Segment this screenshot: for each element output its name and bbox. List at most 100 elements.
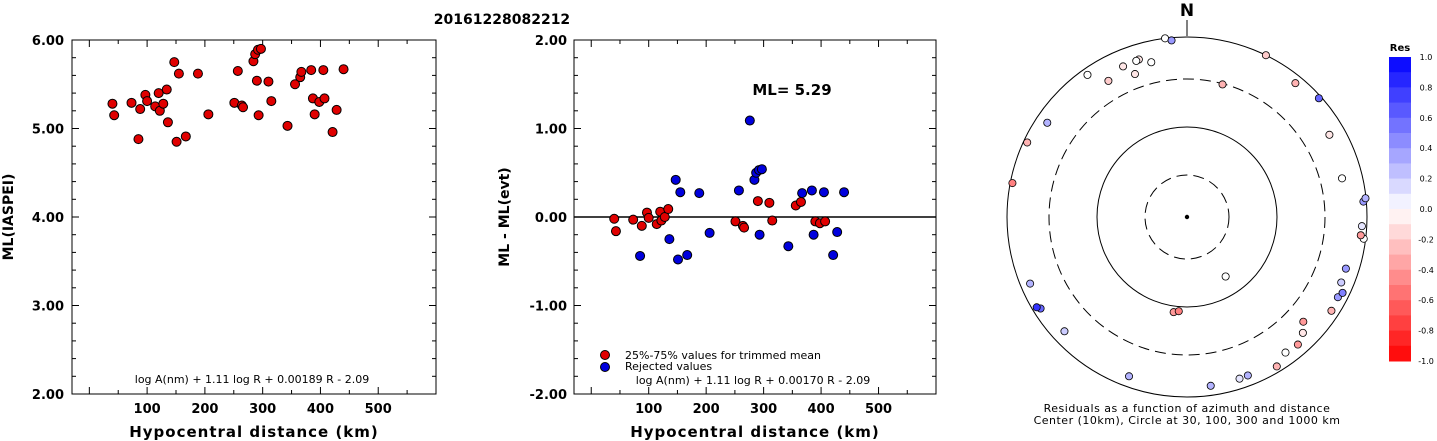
colorbar-block xyxy=(1389,178,1411,195)
station-point xyxy=(1356,231,1365,240)
y-tick-label: 4.00 xyxy=(32,211,64,226)
data-point xyxy=(171,136,182,147)
legend-label-trimmed: 25%-75% values for trimmed mean xyxy=(625,349,821,362)
colorbar-tick-label: 0.6 xyxy=(1420,114,1433,123)
data-point xyxy=(296,66,307,77)
ml-annotation: ML= 5.29 xyxy=(752,81,831,99)
station-point xyxy=(1043,118,1052,127)
residual-point xyxy=(675,187,686,198)
colorbar-block xyxy=(1389,315,1411,332)
magnitude-y-ticks: 2.00 3.00 4.00 5.00 6.00 xyxy=(32,34,436,403)
y-tick-label: 6.00 xyxy=(32,34,64,49)
data-point xyxy=(327,127,338,138)
x-tick-label: 500 xyxy=(365,402,392,417)
colorbar-tick-label: 0.4 xyxy=(1420,144,1433,153)
data-point xyxy=(309,109,320,120)
colorbar-blocks xyxy=(1389,57,1411,362)
ring-300km xyxy=(1048,78,1326,356)
station-point xyxy=(1218,80,1227,89)
colorbar-title: Res xyxy=(1390,43,1410,54)
station-point xyxy=(1325,130,1334,139)
colorbar-block xyxy=(1389,300,1411,316)
colorbar-tick-label: -1.0 xyxy=(1418,357,1434,366)
residual-point xyxy=(808,229,819,240)
station-point xyxy=(1272,362,1281,371)
colorbar-block xyxy=(1389,345,1411,362)
station-point xyxy=(1147,58,1156,67)
colorbar-block xyxy=(1389,87,1411,104)
station-point xyxy=(1174,307,1183,316)
residual-point xyxy=(806,185,817,196)
y-tick-label: 3.00 xyxy=(32,300,64,315)
station-point xyxy=(1357,222,1366,231)
residual-point xyxy=(609,213,620,224)
colorbar-block xyxy=(1389,117,1411,134)
data-point xyxy=(153,88,164,99)
residual-point xyxy=(670,174,681,185)
station-point xyxy=(1130,70,1139,79)
ring-1000km xyxy=(1006,36,1368,398)
residual-y-axis-label: ML - ML(evt) xyxy=(497,167,513,266)
colorbar-tick-label: -0.8 xyxy=(1418,327,1434,336)
residual-point xyxy=(839,187,850,198)
station-point xyxy=(1060,327,1069,336)
legend-label-rejected: Rejected values xyxy=(625,360,712,373)
residual-point xyxy=(832,227,843,238)
station-point xyxy=(1132,56,1141,65)
residual-point xyxy=(636,220,647,231)
station-point xyxy=(1281,348,1290,357)
y-tick-label: 0.00 xyxy=(535,211,567,226)
residual-point xyxy=(752,196,763,207)
residual-point xyxy=(820,216,831,227)
station-point xyxy=(1293,340,1302,349)
station-point xyxy=(1341,264,1350,273)
x-tick-label: 100 xyxy=(635,402,662,417)
y-tick-label: 2.00 xyxy=(32,388,64,403)
data-point xyxy=(238,102,249,113)
colorbar-block xyxy=(1389,57,1411,73)
colorbar-block xyxy=(1389,133,1411,149)
data-point xyxy=(338,64,349,75)
data-point xyxy=(158,98,169,109)
magnitude-x-axis-label: Hypocentral distance (km) xyxy=(129,423,379,441)
colorbar-block xyxy=(1389,163,1411,180)
residual-y-ticks: -2.00 -1.00 0.00 1.00 2.00 xyxy=(530,34,936,403)
x-tick-label: 200 xyxy=(693,402,720,417)
legend-marker-trimmed xyxy=(600,350,610,360)
residual-point xyxy=(783,241,794,252)
magnitude-plot-frame xyxy=(71,39,437,395)
colorbar-tick-label: 0.8 xyxy=(1420,83,1433,92)
event-title: 20161228082212 xyxy=(434,12,570,28)
residual-point xyxy=(818,187,829,198)
residual-formula: log A(nm) + 1.11 log R + 0.00170 R - 2.0… xyxy=(636,374,870,387)
data-point xyxy=(263,76,274,87)
station-point xyxy=(1243,371,1252,380)
residual-x-axis-label: Hypocentral distance (km) xyxy=(630,423,880,441)
data-point xyxy=(282,120,293,131)
station-point xyxy=(1299,317,1308,326)
colorbar-block xyxy=(1389,193,1411,210)
residual-panel: -2.00 -1.00 0.00 1.00 2.00 100 200 300 400 500 H… xyxy=(497,34,937,441)
station-point xyxy=(1083,70,1092,79)
data-point xyxy=(162,117,173,128)
station-point xyxy=(1125,372,1134,381)
residual-point xyxy=(704,227,715,238)
y-tick-label: -2.00 xyxy=(530,388,567,403)
ring-100km xyxy=(1096,126,1278,308)
residual-point xyxy=(767,215,778,226)
data-point xyxy=(133,134,144,145)
x-tick-label: 400 xyxy=(307,402,334,417)
station-point xyxy=(1032,303,1041,312)
station-point xyxy=(1023,138,1032,147)
residual-point xyxy=(756,164,767,175)
residual-point xyxy=(610,226,621,237)
legend-marker-rejected xyxy=(600,362,610,372)
station-point xyxy=(1104,76,1113,85)
station-point xyxy=(1327,306,1336,315)
colorbar-ticks: 1.0 0.8 0.6 0.4 0.2 0.0 -0.2 -0.4 -0.6 -0.8 -1.0 xyxy=(1418,53,1434,366)
y-tick-label: 2.00 xyxy=(535,34,567,49)
x-tick-label: 100 xyxy=(134,402,161,417)
azimuth-panel: N Residuals as a function of azimuth and… xyxy=(1006,1,1370,427)
data-point xyxy=(180,131,191,142)
station-point xyxy=(1361,194,1370,203)
